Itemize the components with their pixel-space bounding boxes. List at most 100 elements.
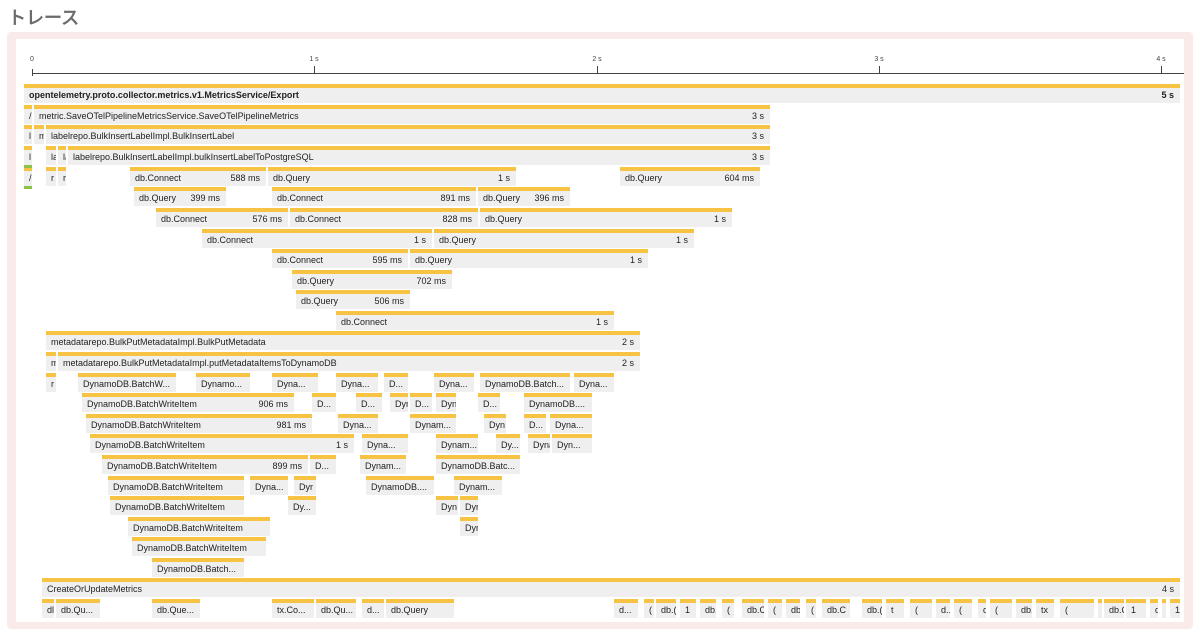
trace-span[interactable]: db.Query 506 ms bbox=[296, 290, 410, 309]
trace-span[interactable]: Dyna... bbox=[272, 373, 318, 392]
trace-span[interactable]: ( bbox=[806, 599, 816, 618]
trace-span[interactable]: Dyna... bbox=[338, 414, 378, 433]
trace-span[interactable]: Dyn bbox=[436, 393, 456, 412]
trace-span[interactable]: ( bbox=[910, 599, 932, 618]
trace-span[interactable]: db.Que... bbox=[152, 599, 200, 618]
trace-span[interactable]: l bbox=[24, 125, 32, 144]
trace-span[interactable]: ( bbox=[1060, 599, 1094, 618]
trace-span[interactable]: db.Query 702 ms bbox=[292, 270, 452, 289]
trace-span[interactable]: DynamoDB.BatchWriteItem 981 ms bbox=[86, 414, 312, 433]
trace-span[interactable]: DynamoDB.Batch... bbox=[480, 373, 570, 392]
trace-span[interactable]: Dyn bbox=[390, 393, 408, 412]
trace-span[interactable]: Dy... bbox=[496, 434, 520, 453]
trace-span[interactable]: db.( bbox=[656, 599, 676, 618]
trace-span[interactable]: Dynam... bbox=[454, 476, 502, 495]
trace-span[interactable]: ( bbox=[990, 599, 1012, 618]
trace-span[interactable]: Dyna... bbox=[362, 434, 408, 453]
trace-span[interactable]: dl bbox=[42, 599, 54, 618]
trace-span[interactable]: Dy... bbox=[288, 496, 316, 515]
trace-span[interactable]: Dyr bbox=[460, 496, 478, 515]
trace-span[interactable]: metric.SaveOTelPipelineMetricsService.Sa… bbox=[34, 105, 770, 124]
trace-span[interactable]: Dyn bbox=[436, 496, 458, 515]
trace-span[interactable]: labelrepo.BulkInsertLabelImpl.bulkInsert… bbox=[68, 146, 770, 165]
trace-span[interactable]: / bbox=[24, 167, 32, 186]
trace-span[interactable]: d... bbox=[614, 599, 638, 618]
trace-span[interactable]: r bbox=[46, 373, 56, 392]
trace-span[interactable]: db.Connect 595 ms bbox=[272, 249, 408, 268]
trace-span[interactable]: db. bbox=[1162, 599, 1166, 618]
trace-span[interactable]: db.Query 1 s bbox=[480, 208, 732, 227]
trace-span[interactable]: ( bbox=[644, 599, 654, 618]
trace-span[interactable]: metadatarepo.BulkPutMetadataImpl.BulkPut… bbox=[46, 331, 640, 350]
trace-span[interactable]: db.Qu... bbox=[316, 599, 356, 618]
trace-span[interactable]: db.C bbox=[742, 599, 764, 618]
trace-span[interactable]: Dyna... bbox=[574, 373, 614, 392]
trace-span[interactable]: D... bbox=[524, 414, 546, 433]
trace-span[interactable]: db.Connect 1 s bbox=[336, 311, 614, 330]
trace-span[interactable]: Dynam... bbox=[410, 414, 456, 433]
trace-span[interactable]: ( bbox=[722, 599, 734, 618]
trace-span[interactable]: / bbox=[24, 105, 32, 124]
trace-span[interactable]: Dyna... bbox=[434, 373, 474, 392]
trace-span[interactable]: D... bbox=[410, 393, 432, 412]
trace-span[interactable]: Dyr bbox=[294, 476, 316, 495]
trace-span[interactable]: db.Query 396 ms bbox=[478, 187, 570, 206]
trace-span[interactable]: la bbox=[58, 146, 66, 165]
trace-span[interactable]: opentelemetry.proto.collector.metrics.v1… bbox=[24, 84, 1180, 103]
trace-span[interactable]: D... bbox=[384, 373, 408, 392]
trace-span[interactable]: DynamoDB.BatchWriteItem 899 ms bbox=[102, 455, 308, 474]
trace-span[interactable]: DynamoDB.BatchWriteItem 1 s bbox=[90, 434, 354, 453]
trace-span[interactable]: db.Connect 588 ms bbox=[130, 167, 266, 186]
trace-span[interactable]: db.Query 1 s bbox=[410, 249, 648, 268]
trace-span[interactable]: Dyna... bbox=[250, 476, 288, 495]
trace-span[interactable]: 1 bbox=[680, 599, 696, 618]
trace-span[interactable]: DynamoDB.BatchWriteItem bbox=[128, 517, 270, 536]
trace-span[interactable]: db.Connect 576 ms bbox=[156, 208, 288, 227]
trace-span[interactable]: Dyn bbox=[460, 517, 478, 536]
trace-span[interactable]: m bbox=[46, 352, 56, 371]
trace-span[interactable]: DynamoDB.BatchWriteItem bbox=[110, 496, 244, 515]
trace-span[interactable]: Dyna... bbox=[336, 373, 378, 392]
trace-span[interactable]: db.( bbox=[700, 599, 716, 618]
trace-span[interactable]: Dyn bbox=[484, 414, 506, 433]
trace-span[interactable]: db. bbox=[786, 599, 800, 618]
trace-span[interactable]: db.Query 399 ms bbox=[134, 187, 226, 206]
trace-span[interactable]: CreateOrUpdateMetrics 4 s bbox=[42, 578, 1180, 597]
trace-span[interactable]: db.Query bbox=[386, 599, 454, 618]
trace-span[interactable]: r bbox=[58, 167, 66, 186]
trace-span[interactable]: DynamoDB.... bbox=[366, 476, 434, 495]
trace-span[interactable]: db.Qu... bbox=[56, 599, 100, 618]
trace-span[interactable]: DynamoDB.BatchWriteItem bbox=[132, 537, 266, 556]
trace-span[interactable]: Dyna... bbox=[550, 414, 592, 433]
trace-span[interactable]: t bbox=[886, 599, 904, 618]
trace-span[interactable]: r bbox=[46, 167, 56, 186]
trace-span[interactable]: DynamoDB.Batc... bbox=[436, 455, 520, 474]
trace-span[interactable]: Dynam... bbox=[360, 455, 406, 474]
trace-span[interactable]: db.Connect 828 ms bbox=[290, 208, 478, 227]
trace-span[interactable]: db.( bbox=[862, 599, 882, 618]
trace-span[interactable]: DynamoDB.BatchW... bbox=[78, 373, 176, 392]
trace-span[interactable]: labelrepo.BulkInsertLabelImpl.BulkInsert… bbox=[46, 125, 770, 144]
trace-timeline[interactable]: 0 1 s 2 s 3 s 4 s opentelemetry.proto.co… bbox=[16, 39, 1184, 622]
trace-span[interactable]: tx bbox=[1036, 599, 1054, 618]
trace-span[interactable]: m bbox=[34, 125, 44, 144]
trace-span[interactable]: DynamoDB.Batch... bbox=[152, 558, 244, 577]
trace-span[interactable]: metadatarepo.BulkPutMetadataImpl.putMeta… bbox=[58, 352, 640, 371]
trace-span[interactable]: l bbox=[24, 146, 32, 165]
trace-span[interactable]: db.Query 604 ms bbox=[620, 167, 760, 186]
trace-span[interactable]: db bbox=[1098, 599, 1102, 618]
trace-span[interactable]: ( bbox=[768, 599, 782, 618]
trace-span[interactable]: Dynamo... bbox=[196, 373, 250, 392]
trace-span[interactable]: db bbox=[1150, 599, 1158, 618]
trace-span[interactable]: ( bbox=[954, 599, 972, 618]
trace-span[interactable]: D... bbox=[312, 393, 336, 412]
trace-span[interactable]: d... bbox=[936, 599, 950, 618]
trace-span[interactable]: db.Query 1 s bbox=[268, 167, 516, 186]
trace-span[interactable]: db.C bbox=[822, 599, 850, 618]
trace-span[interactable]: db.( bbox=[1016, 599, 1032, 618]
trace-span[interactable]: DynamoDB.BatchWriteItem 906 ms bbox=[82, 393, 294, 412]
trace-span[interactable]: db.Q... bbox=[1104, 599, 1124, 618]
trace-span[interactable]: DynamoDB.... bbox=[524, 393, 592, 412]
trace-span[interactable]: la bbox=[46, 146, 56, 165]
trace-span[interactable]: DynamoDB.BatchWriteItem bbox=[108, 476, 244, 495]
